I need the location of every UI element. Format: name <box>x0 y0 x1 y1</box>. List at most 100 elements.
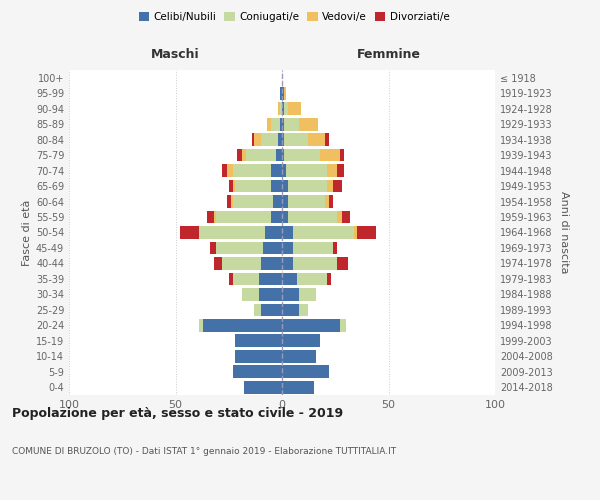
Bar <box>280 87 282 100</box>
Bar <box>263 242 282 254</box>
Bar <box>284 102 289 115</box>
Bar <box>325 134 329 146</box>
Bar <box>289 195 325 208</box>
Text: Maschi: Maschi <box>151 48 200 60</box>
Bar <box>271 118 280 130</box>
Bar <box>271 210 282 224</box>
Bar <box>284 118 299 130</box>
Bar <box>282 180 289 192</box>
Bar <box>259 272 282 285</box>
Bar <box>227 164 233 177</box>
Bar <box>271 180 282 192</box>
Bar <box>282 334 320 347</box>
Bar <box>355 226 356 239</box>
Bar <box>233 272 259 285</box>
Bar <box>199 226 265 239</box>
Bar <box>308 134 325 146</box>
Bar <box>280 102 282 115</box>
Bar <box>282 288 299 300</box>
Bar <box>216 242 263 254</box>
Bar <box>282 164 286 177</box>
Bar <box>229 272 233 285</box>
Bar <box>180 226 199 239</box>
Bar <box>341 210 350 224</box>
Bar <box>282 319 340 332</box>
Bar <box>284 87 286 100</box>
Bar <box>278 134 282 146</box>
Bar <box>233 180 235 192</box>
Bar <box>229 180 233 192</box>
Bar <box>289 210 337 224</box>
Bar <box>260 257 282 270</box>
Bar <box>244 381 282 394</box>
Bar <box>267 118 271 130</box>
Bar <box>214 257 223 270</box>
Bar <box>299 288 316 300</box>
Bar <box>333 180 341 192</box>
Text: Popolazione per età, sesso e stato civile - 2019: Popolazione per età, sesso e stato civil… <box>12 408 343 420</box>
Bar <box>235 350 282 362</box>
Bar <box>233 164 271 177</box>
Bar <box>293 242 333 254</box>
Bar <box>333 242 337 254</box>
Bar <box>254 304 260 316</box>
Bar <box>252 134 254 146</box>
Bar <box>260 134 278 146</box>
Bar <box>265 226 282 239</box>
Bar <box>233 366 282 378</box>
Bar <box>282 304 299 316</box>
Bar <box>284 134 308 146</box>
Bar <box>237 149 242 162</box>
Bar <box>282 350 316 362</box>
Bar <box>282 210 289 224</box>
Bar <box>271 164 282 177</box>
Bar <box>227 195 231 208</box>
Bar <box>340 149 344 162</box>
Bar <box>284 149 320 162</box>
Bar <box>286 164 327 177</box>
Bar <box>282 226 293 239</box>
Bar <box>299 304 308 316</box>
Bar <box>246 149 275 162</box>
Bar <box>282 118 284 130</box>
Bar <box>282 102 284 115</box>
Bar <box>223 257 260 270</box>
Bar <box>282 134 284 146</box>
Bar <box>327 164 337 177</box>
Legend: Celibi/Nubili, Coniugati/e, Vedovi/e, Divorziati/e: Celibi/Nubili, Coniugati/e, Vedovi/e, Di… <box>134 8 454 26</box>
Bar <box>297 272 327 285</box>
Bar <box>259 288 282 300</box>
Bar <box>199 319 203 332</box>
Bar <box>327 180 333 192</box>
Bar <box>293 257 337 270</box>
Bar <box>329 195 333 208</box>
Bar <box>223 164 227 177</box>
Bar <box>242 149 246 162</box>
Bar <box>216 210 271 224</box>
Bar <box>299 118 318 130</box>
Bar <box>327 272 331 285</box>
Bar <box>235 180 271 192</box>
Bar <box>293 226 355 239</box>
Bar <box>260 304 282 316</box>
Bar <box>289 180 327 192</box>
Bar <box>356 226 376 239</box>
Y-axis label: Anni di nascita: Anni di nascita <box>559 191 569 274</box>
Bar <box>282 87 284 100</box>
Bar <box>209 242 216 254</box>
Bar <box>282 149 284 162</box>
Bar <box>235 334 282 347</box>
Bar <box>282 195 289 208</box>
Bar <box>231 195 233 208</box>
Bar <box>337 164 344 177</box>
Bar <box>280 118 282 130</box>
Bar <box>340 319 346 332</box>
Bar <box>337 210 341 224</box>
Bar <box>278 102 280 115</box>
Text: COMUNE DI BRUZOLO (TO) - Dati ISTAT 1° gennaio 2019 - Elaborazione TUTTITALIA.IT: COMUNE DI BRUZOLO (TO) - Dati ISTAT 1° g… <box>12 448 396 456</box>
Bar <box>233 195 274 208</box>
Bar <box>289 102 301 115</box>
Y-axis label: Fasce di età: Fasce di età <box>22 200 32 266</box>
Bar <box>320 149 340 162</box>
Bar <box>337 257 348 270</box>
